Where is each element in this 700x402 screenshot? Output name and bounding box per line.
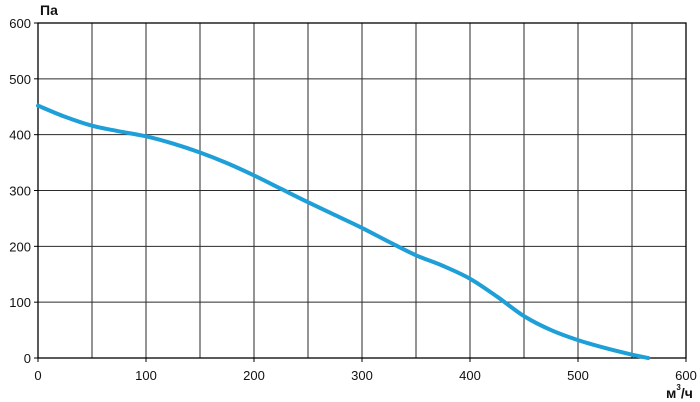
y-tick-label: 400	[9, 128, 31, 143]
x-tick-label: 0	[34, 368, 41, 383]
tick-labels: 0 100 200 300 400 500 600 0 100 200 300 400 500 600	[9, 16, 697, 383]
y-tick-label: 200	[9, 239, 31, 254]
x-axis-title: м3/ч	[666, 383, 693, 401]
x-tick-label: 400	[459, 368, 481, 383]
series-line-0	[36, 103, 651, 360]
y-tick-label: 500	[9, 72, 31, 87]
y-tick-label: 300	[9, 184, 31, 199]
x-tick-label: 100	[135, 368, 157, 383]
grid-layer	[38, 23, 686, 358]
y-axis-title: Па	[40, 2, 58, 18]
y-tick-label: 600	[9, 16, 31, 31]
x-axis-title-base: м	[666, 385, 676, 401]
y-tick-label: 100	[9, 295, 31, 310]
x-tick-label: 600	[675, 368, 697, 383]
y-tick-label: 0	[24, 351, 31, 366]
x-axis-title-suffix: /ч	[681, 385, 693, 401]
series-layer	[36, 103, 651, 360]
x-tick-label: 500	[567, 368, 589, 383]
x-tick-label: 300	[351, 368, 373, 383]
x-axis-title-superscript: 3	[676, 383, 681, 392]
axis-layer	[34, 22, 687, 362]
x-tick-label: 200	[243, 368, 265, 383]
